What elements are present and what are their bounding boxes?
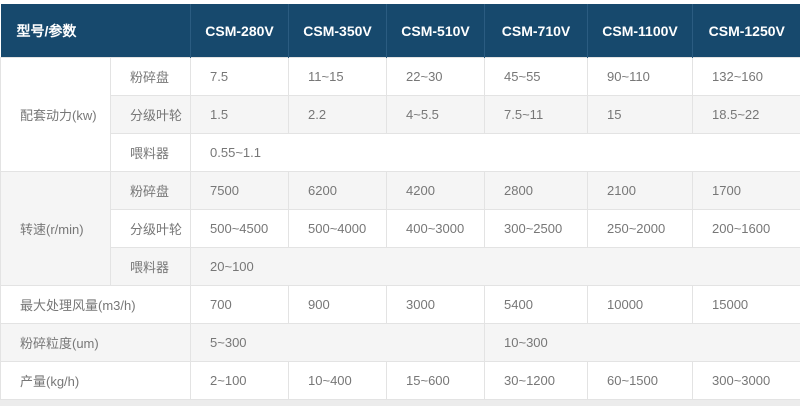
merged-value-cell: 5~300 (191, 324, 485, 362)
spec-value-cell: 500~4500 (191, 210, 289, 248)
spec-value-cell: 90~110 (588, 58, 693, 96)
merged-value-cell: 10~300 (485, 324, 800, 362)
spec-table: 型号/参数 CSM-280V CSM-350V CSM-510V CSM-710… (0, 4, 800, 400)
table-row-capacity: 产量(kg/h) 2~100 10~400 15~600 30~1200 60~… (1, 362, 800, 400)
spec-value-cell: 7.5~11 (485, 96, 588, 134)
spec-value-cell: 10~400 (289, 362, 387, 400)
model-header: CSM-510V (387, 4, 485, 58)
sub-row-label-disc: 粉碎盘 (111, 58, 191, 96)
spec-value-cell: 1.5 (191, 96, 289, 134)
spec-value-cell: 15~600 (387, 362, 485, 400)
spec-value-cell: 60~1500 (588, 362, 693, 400)
spec-value-cell: 4~5.5 (387, 96, 485, 134)
table-row-speed-disc: 转速(r/min) 粉碎盘 7500 6200 4200 2800 2100 1… (1, 172, 800, 210)
spec-value-cell: 45~55 (485, 58, 588, 96)
spec-value-cell: 700 (191, 286, 289, 324)
spec-value-cell: 400~3000 (387, 210, 485, 248)
spec-value-cell: 6200 (289, 172, 387, 210)
model-header: CSM-1250V (693, 4, 800, 58)
spec-value-cell: 5400 (485, 286, 588, 324)
row-label-capacity: 产量(kg/h) (1, 362, 191, 400)
table-row-speed-feeder: 喂料器 20~100 (1, 248, 800, 286)
model-header: CSM-280V (191, 4, 289, 58)
spec-value-cell: 132~160 (693, 58, 800, 96)
spec-value-cell: 1700 (693, 172, 800, 210)
model-header: CSM-1100V (588, 4, 693, 58)
spec-value-cell: 7.5 (191, 58, 289, 96)
table-row-speed-wheel: 分级叶轮 500~4500 500~4000 400~3000 300~2500… (1, 210, 800, 248)
spec-value-cell: 2~100 (191, 362, 289, 400)
merged-value-cell: 0.55~1.1 (191, 134, 800, 172)
row-label-airflow: 最大处理风量(m3/h) (1, 286, 191, 324)
model-header: CSM-350V (289, 4, 387, 58)
spec-value-cell: 10000 (588, 286, 693, 324)
sub-row-label-wheel: 分级叶轮 (111, 210, 191, 248)
table-row-power-wheel: 分级叶轮 1.5 2.2 4~5.5 7.5~11 15 18.5~22 (1, 96, 800, 134)
row-group-label-speed: 转速(r/min) (1, 172, 111, 286)
spec-value-cell: 4200 (387, 172, 485, 210)
table-row-fineness: 粉碎粒度(um) 5~300 10~300 (1, 324, 800, 362)
param-header: 型号/参数 (1, 4, 191, 58)
spec-value-cell: 15000 (693, 286, 800, 324)
spec-value-cell: 300~2500 (485, 210, 588, 248)
spec-value-cell: 2100 (588, 172, 693, 210)
table-row-airflow: 最大处理风量(m3/h) 700 900 3000 5400 10000 150… (1, 286, 800, 324)
header-row: 型号/参数 CSM-280V CSM-350V CSM-510V CSM-710… (1, 4, 800, 58)
sub-row-label-wheel: 分级叶轮 (111, 96, 191, 134)
table-row-power-disc: 配套动力(kw) 粉碎盘 7.5 11~15 22~30 45~55 90~11… (1, 58, 800, 96)
spec-value-cell: 2800 (485, 172, 588, 210)
table-row-power-feeder: 喂料器 0.55~1.1 (1, 134, 800, 172)
row-group-label-power: 配套动力(kw) (1, 58, 111, 172)
spec-value-cell: 30~1200 (485, 362, 588, 400)
page-background-strip (0, 400, 800, 406)
row-label-fineness: 粉碎粒度(um) (1, 324, 191, 362)
sub-row-label-feeder: 喂料器 (111, 248, 191, 286)
sub-row-label-feeder: 喂料器 (111, 134, 191, 172)
spec-value-cell: 500~4000 (289, 210, 387, 248)
spec-value-cell: 18.5~22 (693, 96, 800, 134)
merged-value-cell: 20~100 (191, 248, 800, 286)
spec-value-cell: 2.2 (289, 96, 387, 134)
spec-value-cell: 22~30 (387, 58, 485, 96)
sub-row-label-disc: 粉碎盘 (111, 172, 191, 210)
spec-value-cell: 300~3000 (693, 362, 800, 400)
spec-value-cell: 3000 (387, 286, 485, 324)
model-header: CSM-710V (485, 4, 588, 58)
spec-value-cell: 7500 (191, 172, 289, 210)
spec-value-cell: 900 (289, 286, 387, 324)
spec-value-cell: 250~2000 (588, 210, 693, 248)
spec-value-cell: 11~15 (289, 58, 387, 96)
spec-value-cell: 200~1600 (693, 210, 800, 248)
spec-value-cell: 15 (588, 96, 693, 134)
